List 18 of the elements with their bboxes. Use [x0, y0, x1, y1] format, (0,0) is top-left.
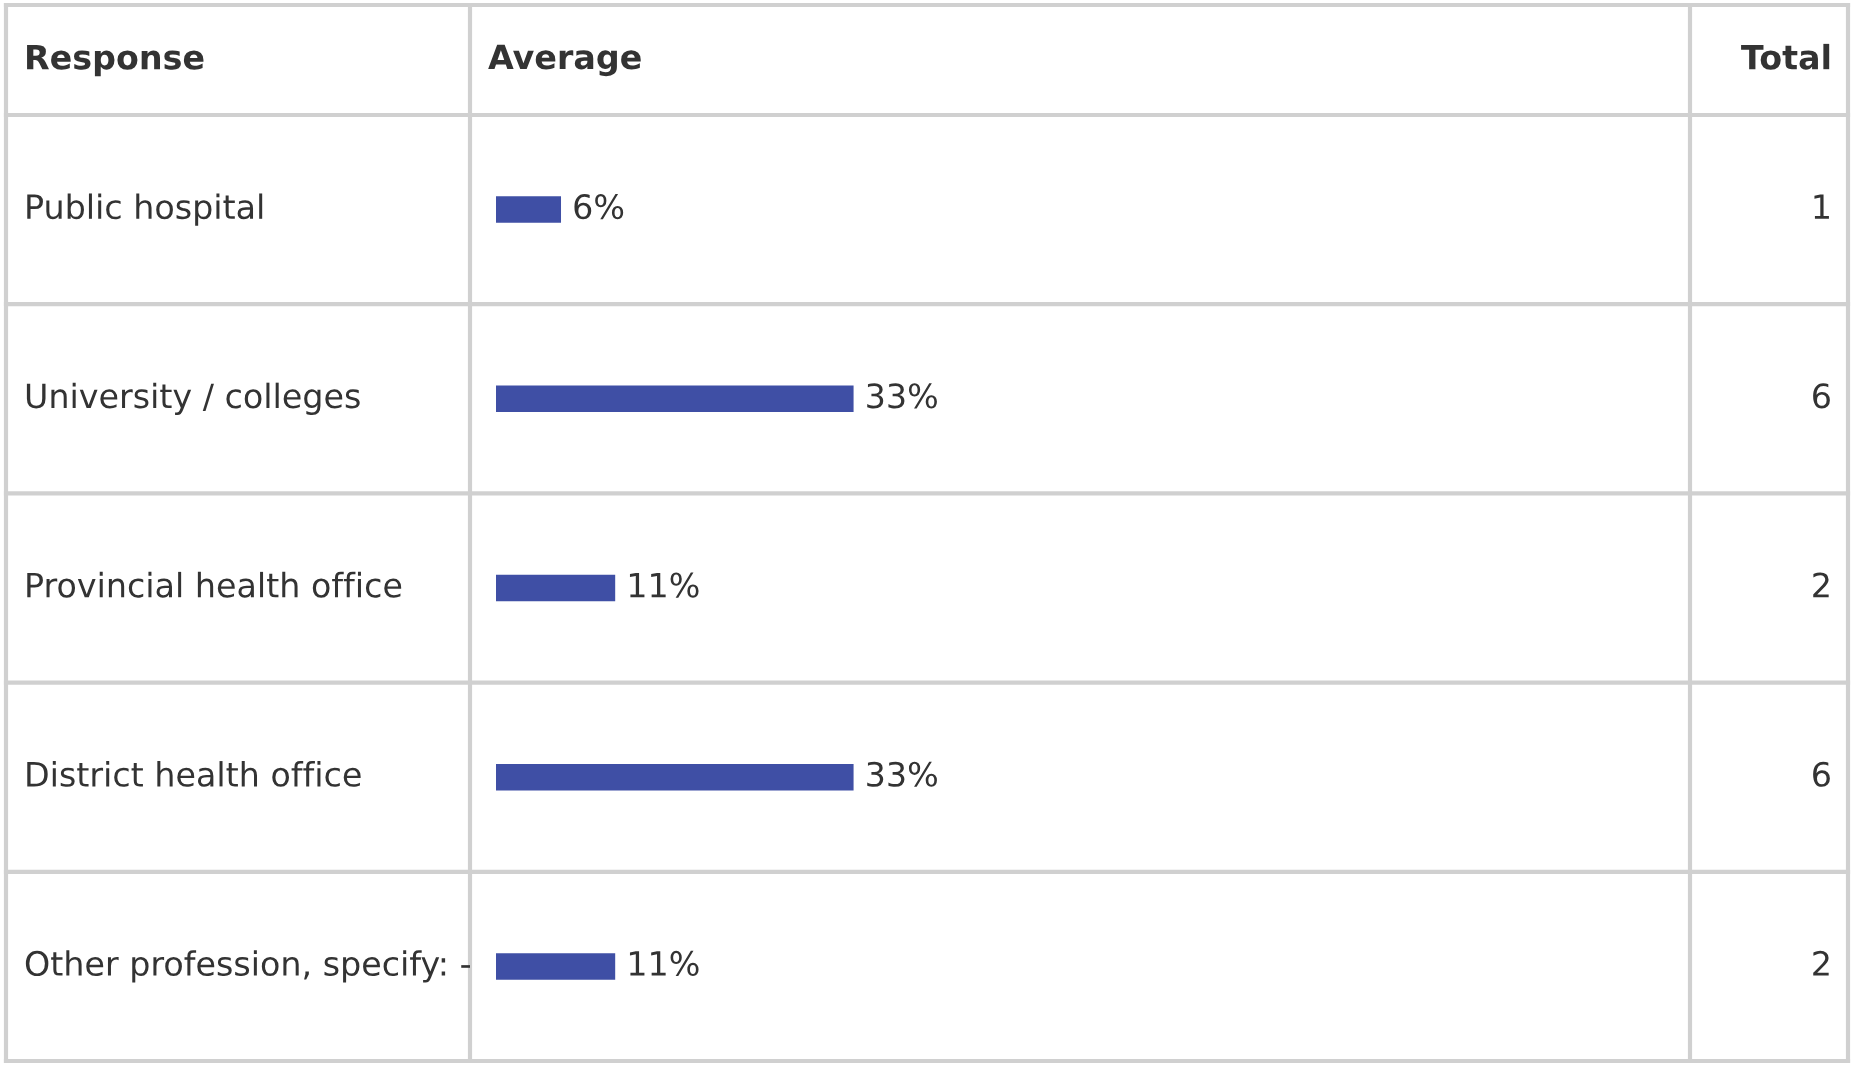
text: 2 — [1813, 950, 1829, 976]
text: 1 — [1814, 194, 1829, 219]
y-axis-title: Response — [27, 44, 204, 77]
text: Total — [1741, 43, 1830, 70]
data-label: 11% — [629, 572, 699, 598]
data-label: 33% — [867, 761, 937, 787]
y-tick-label: University / colleges — [26, 382, 360, 415]
text: 2 — [1813, 572, 1829, 598]
data-label: 6% — [574, 194, 624, 220]
text: 6 — [1813, 761, 1830, 787]
y-tick-label: District health office — [27, 761, 361, 787]
y-tick-label: Provincial health office — [27, 571, 402, 598]
data-label: 11% — [629, 950, 699, 977]
text: 6 — [1813, 383, 1830, 409]
data-label: 33% — [867, 383, 937, 409]
x-axis-title: Average — [488, 44, 641, 77]
y-tick-label: Other profession, specify: - — [25, 950, 471, 983]
y-tick-label: Public hospital — [27, 193, 263, 226]
